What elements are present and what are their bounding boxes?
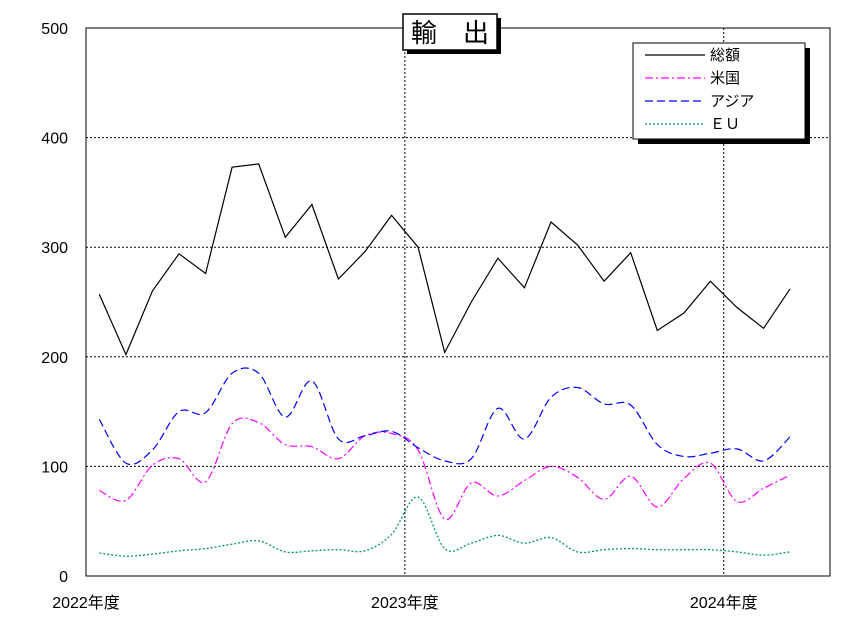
- x-tick-label: 2022年度: [52, 594, 120, 612]
- series-line-3: [98, 367, 791, 465]
- legend-label: ＥＵ: [710, 115, 740, 133]
- series-layer: [98, 163, 791, 557]
- y-tick-label: 400: [41, 131, 68, 148]
- legend-label: 米国: [710, 69, 740, 87]
- y-axis: 0 100 200 300 400 500: [41, 21, 68, 586]
- x-tick-label: 2023年度: [371, 594, 439, 612]
- grid-lines: [86, 28, 830, 576]
- y-tick-label: 200: [41, 350, 68, 367]
- x-tick-label: 2024年度: [690, 594, 758, 612]
- y-tick-label: 500: [41, 21, 68, 38]
- series-line-1: [98, 163, 791, 357]
- y-tick-label: 100: [41, 459, 68, 476]
- legend-label: アジア: [710, 92, 754, 110]
- y-tick-label: 0: [59, 569, 68, 586]
- chart-title-box: 輸 出: [402, 13, 501, 54]
- chart-title: 輸 出: [411, 19, 489, 49]
- y-tick-label: 300: [41, 240, 68, 257]
- legend-label: 総額: [710, 46, 740, 64]
- series-line-2: [99, 417, 791, 520]
- x-axis: 2022年度 2023年度 2024年度: [52, 594, 757, 612]
